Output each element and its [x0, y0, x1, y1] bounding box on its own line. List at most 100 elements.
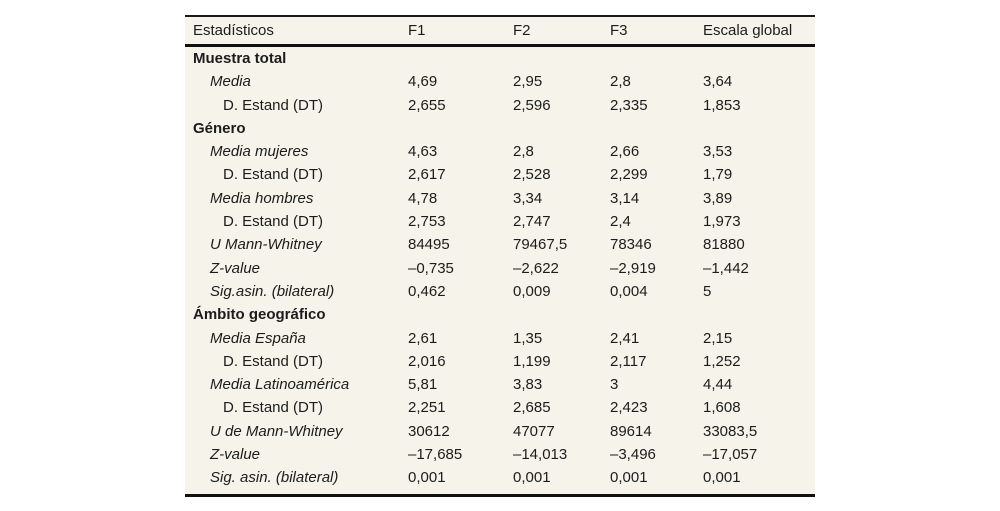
row-label: Sig.asin. (bilateral) [210, 282, 335, 300]
cell-value: 30612 [408, 422, 450, 440]
cell-value: 33083,5 [703, 422, 758, 440]
table-row: Z-value –17,685 –14,013 –3,496 –17,057 [185, 443, 815, 466]
row-label: Ámbito geográfico [193, 306, 326, 324]
cell-value: 2,747 [513, 213, 551, 231]
cell-value: 47077 [513, 422, 555, 440]
cell-value: 3,34 [513, 189, 543, 207]
cell-value: 3,14 [610, 189, 640, 207]
cell-value: 2,15 [703, 329, 733, 347]
cell-value: –0,735 [408, 259, 454, 277]
row-label: Media mujeres [210, 143, 309, 161]
cell-value: 4,78 [408, 189, 438, 207]
cell-value: 0,001 [610, 469, 648, 487]
cell-value: 1,853 [703, 96, 741, 114]
cell-value: 2,61 [408, 329, 438, 347]
table-row: Media mujeres 4,63 2,8 2,66 3,53 [185, 140, 815, 163]
cell-value: 78346 [610, 236, 652, 254]
cell-value: –3,496 [610, 446, 656, 464]
row-label: Sig. asin. (bilateral) [210, 469, 339, 487]
cell-value: 0,001 [408, 469, 446, 487]
cell-value: 2,423 [610, 399, 648, 417]
cell-value: 79467,5 [513, 236, 568, 254]
cell-value: 2,117 [610, 352, 647, 370]
cell-value: 1,608 [703, 399, 741, 417]
column-header-f2: F2 [513, 22, 531, 39]
table-body: Muestra total Media 4,69 2,95 2,8 3,64 D. Esta… [185, 47, 815, 490]
cell-value: –14,013 [513, 446, 568, 464]
row-label: Media España [210, 329, 306, 347]
cell-value: –1,442 [703, 259, 749, 277]
table-row: D. Estand (DT) 2,016 1,199 2,117 1,252 [185, 350, 815, 373]
cell-value: 3,53 [703, 143, 733, 161]
table-row: Muestra total [185, 47, 815, 70]
cell-value: 2,335 [610, 96, 648, 114]
cell-value: 2,8 [610, 73, 631, 91]
cell-value: 2,251 [408, 399, 446, 417]
cell-value: 84495 [408, 236, 450, 254]
column-header-f1: F1 [408, 22, 426, 39]
cell-value: 2,299 [610, 166, 648, 184]
table-row: U Mann-Whitney 84495 79467,5 78346 81880 [185, 233, 815, 256]
cell-value: 4,63 [408, 143, 438, 161]
cell-value: 3,83 [513, 376, 543, 394]
cell-value: 3 [610, 376, 619, 394]
row-label: D. Estand (DT) [223, 213, 324, 231]
row-label: Media hombres [210, 189, 314, 207]
cell-value: 2,8 [513, 143, 534, 161]
table-header-row: Estadísticos F1 F2 F3 Escala global [185, 17, 815, 47]
table-row: Media España 2,61 1,35 2,41 2,15 [185, 327, 815, 350]
cell-value: 3,89 [703, 189, 733, 207]
table-row: Sig.asin. (bilateral) 0,462 0,009 0,004 5 [185, 280, 815, 303]
cell-value: 2,596 [513, 96, 551, 114]
cell-value: 0,001 [703, 469, 741, 487]
cell-value: 2,655 [408, 96, 446, 114]
cell-value: 5 [703, 282, 712, 300]
table-row: D. Estand (DT) 2,251 2,685 2,423 1,608 [185, 396, 815, 419]
cell-value: 2,95 [513, 73, 543, 91]
cell-value: 1,79 [703, 166, 733, 184]
cell-value: 2,617 [408, 166, 446, 184]
table-row: Z-value –0,735 –2,622 –2,919 –1,442 [185, 257, 815, 280]
cell-value: 0,009 [513, 282, 551, 300]
row-label: D. Estand (DT) [223, 399, 324, 417]
column-header-escala-global: Escala global [703, 22, 793, 39]
cell-value: 2,4 [610, 213, 631, 231]
cell-value: 0,001 [513, 469, 551, 487]
cell-value: 1,35 [513, 329, 543, 347]
cell-value: 2,66 [610, 143, 640, 161]
row-label: Z-value [210, 259, 261, 277]
row-label: U Mann-Whitney [210, 236, 322, 254]
table-row: Media 4,69 2,95 2,8 3,64 [185, 70, 815, 93]
cell-value: 2,41 [610, 329, 640, 347]
column-header-f3: F3 [610, 22, 628, 39]
table-row: D. Estand (DT) 2,617 2,528 2,299 1,79 [185, 163, 815, 186]
table-row: D. Estand (DT) 2,655 2,596 2,335 1,853 [185, 94, 815, 117]
cell-value: –2,919 [610, 259, 656, 277]
cell-value: 4,44 [703, 376, 733, 394]
row-label: Z-value [210, 446, 261, 464]
cell-value: 3,64 [703, 73, 733, 91]
cell-value: 1,252 [703, 352, 741, 370]
cell-value: 2,016 [408, 352, 446, 370]
column-header-estadisticos: Estadísticos [193, 22, 274, 39]
cell-value: –17,685 [408, 446, 463, 464]
cell-value: –2,622 [513, 259, 559, 277]
row-label: Media [210, 73, 251, 91]
cell-value: 5,81 [408, 376, 438, 394]
row-label: Género [193, 119, 246, 137]
table-row: Media hombres 4,78 3,34 3,14 3,89 [185, 187, 815, 210]
cell-value: –17,057 [703, 446, 758, 464]
row-label: D. Estand (DT) [223, 166, 324, 184]
row-label: D. Estand (DT) [223, 96, 324, 114]
cell-value: 89614 [610, 422, 652, 440]
cell-value: 4,69 [408, 73, 438, 91]
table-row: D. Estand (DT) 2,753 2,747 2,4 1,973 [185, 210, 815, 233]
table-row: Género [185, 117, 815, 140]
cell-value: 1,973 [703, 213, 741, 231]
row-label: Muestra total [193, 50, 287, 67]
statistics-table: Estadísticos F1 F2 F3 Escala global Mues… [185, 15, 815, 497]
table-row: U de Mann-Whitney 30612 47077 89614 33083,5 [185, 420, 815, 443]
cell-value: 2,528 [513, 166, 551, 184]
table-row: Sig. asin. (bilateral) 0,001 0,001 0,001 0,0… [185, 466, 815, 489]
cell-value: 1,199 [513, 352, 551, 370]
